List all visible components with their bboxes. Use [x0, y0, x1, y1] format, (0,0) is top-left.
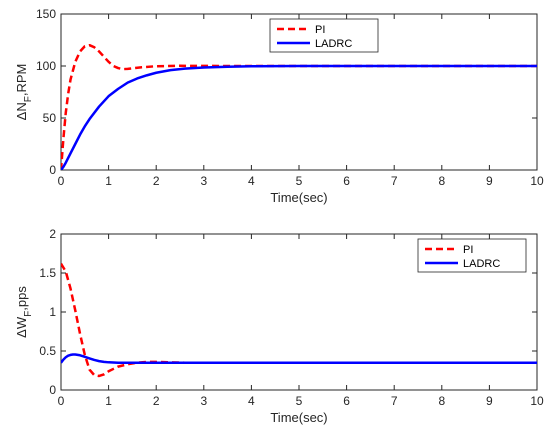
top-plot: 0 1 2 3 4 5 6 7 8 9 10050100150Time(sec)ΔNF,RPMPIL…	[14, 7, 544, 205]
top-x-tick-label: 10	[530, 174, 544, 188]
top-y-tick-label: 50	[43, 111, 57, 125]
top-x-tick-label: 8	[438, 174, 445, 188]
bottom-y-tick-label: 2	[49, 227, 56, 241]
top-x-tick-label: 3	[200, 174, 207, 188]
bottom-y-axis-label: ΔWF,pps	[14, 286, 34, 338]
bottom-x-tick-label: 6	[343, 394, 350, 408]
bottom-x-tick-label: 3	[200, 394, 207, 408]
bottom-series-ladrc-line	[61, 353, 537, 364]
top-legend: PI LADRC	[269, 18, 379, 53]
top-series-ladrc-line	[61, 64, 537, 170]
top-x-tick-label: 2	[153, 174, 160, 188]
bottom-x-axis-label: Time(sec)	[270, 410, 327, 425]
bottom-x-tick-label: 5	[296, 394, 303, 408]
top-y-tick-label: 0	[49, 163, 56, 177]
bottom-x-tick-label: 1	[105, 394, 112, 408]
bottom-legend: PI LADRC	[417, 238, 527, 273]
top-legend-label-pi: PI	[315, 24, 325, 36]
bottom-x-tick-label: 2	[153, 394, 160, 408]
bottom-legend-label-ladrc: LADRC	[463, 258, 500, 270]
bottom-y-tick-label: 1	[49, 305, 56, 319]
top-y-tick-label: 150	[36, 7, 56, 21]
bottom-legend-label-pi: PI	[463, 244, 473, 256]
top-x-axis-label: Time(sec)	[270, 190, 327, 205]
bottom-y-tick-label: 0.5	[39, 344, 56, 358]
top-legend-box	[269, 18, 379, 53]
top-y-axis-label: ΔNF,RPM	[14, 64, 34, 121]
top-x-tick-label: 6	[343, 174, 350, 188]
top-x-tick-label: 1	[105, 174, 112, 188]
bottom-x-tick-label: 0	[58, 394, 65, 408]
top-x-tick-label: 9	[486, 174, 493, 188]
top-y-tick-label: 100	[36, 59, 56, 73]
bottom-y-tick-label: 1.5	[39, 266, 56, 280]
top-x-tick-label: 5	[296, 174, 303, 188]
bottom-x-tick-label: 4	[248, 394, 255, 408]
bottom-plot: 0 1 2 3 4 5 6 7 8 9 10 0 0.5 1 1.5 2 Time(sec) ΔWF,pps PI L…	[14, 227, 544, 425]
bottom-x-tick-label: 7	[391, 394, 398, 408]
bottom-x-tick-label: 10	[530, 394, 544, 408]
top-x-tick-label: 7	[391, 174, 398, 188]
top-legend-label-ladrc: LADRC	[315, 38, 352, 50]
bottom-x-tick-label: 9	[486, 394, 493, 408]
bottom-legend-box	[417, 238, 527, 273]
bottom-x-tick-label: 8	[438, 394, 445, 408]
bottom-y-tick-label: 0	[49, 383, 56, 397]
top-x-tick-label: 4	[248, 174, 255, 188]
top-x-tick-label: 0	[58, 174, 65, 188]
